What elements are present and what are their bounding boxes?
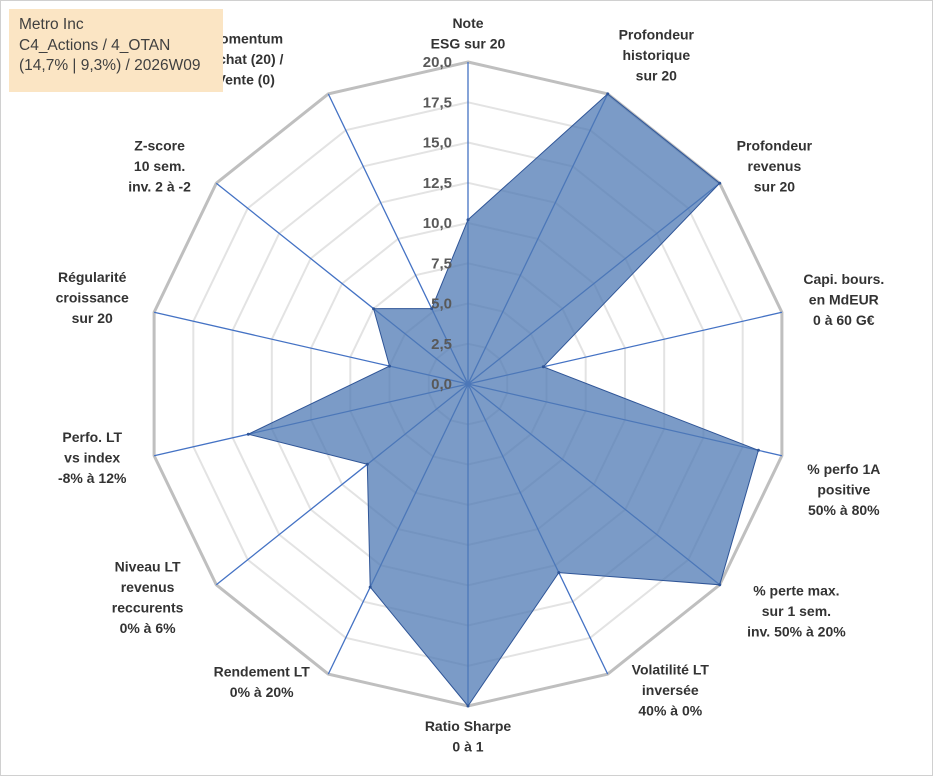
series-point xyxy=(365,462,369,466)
axis-label-line: croissance xyxy=(56,290,129,306)
series-point xyxy=(430,307,434,311)
axis-label-line: 40% à 0% xyxy=(638,703,702,719)
axis-label-line: 50% à 80% xyxy=(808,502,880,518)
axis-label-line: sur 1 sem. xyxy=(762,603,831,619)
performance-week-label: (14,7% | 9,3%) / 2026W09 xyxy=(19,57,201,74)
series-point xyxy=(756,448,760,452)
axis-label-line: -8% à 12% xyxy=(58,470,127,486)
axis-label-line: vs index xyxy=(64,450,120,466)
axis-label-line: Achat (20) / xyxy=(208,51,284,67)
series-point xyxy=(368,585,372,589)
axis-label-line: Volatilité LT xyxy=(632,662,710,678)
axis-label-line: historique xyxy=(622,47,690,63)
tick-label: 0,0 xyxy=(431,376,452,393)
tick-label: 17,5 xyxy=(423,94,452,111)
axis-label-line: 0% à 6% xyxy=(120,620,177,636)
company-name: Metro Inc xyxy=(19,16,84,33)
series-point xyxy=(372,307,376,311)
axis-label: Note ESG sur 20 xyxy=(431,15,506,52)
axis-label-line: 10 sem. xyxy=(134,158,185,174)
axis-label-line: sur 20 xyxy=(72,310,113,326)
tick-label: 12,5 xyxy=(423,175,452,192)
axis-label: Momentum Achat (20) / Vente (0) xyxy=(208,31,284,88)
axis-label: Rendement LT 0% à 20% xyxy=(214,664,311,701)
axis-label-line: % perfo 1A xyxy=(807,461,880,477)
axis-label: % perfo 1A positive 50% à 80% xyxy=(807,461,880,518)
axis-label-line: Ratio Sharpe xyxy=(425,718,512,734)
axis-label-line: Capi. bours. xyxy=(803,271,884,287)
portfolio-label: C4_Actions / 4_OTAN xyxy=(19,36,171,54)
axis-label: % perte max. sur 1 sem. inv. 50% à 20% xyxy=(747,583,846,640)
axis-label-line: Vente (0) xyxy=(217,72,275,88)
axis-label: Volatilité LT inversée 40% à 0% xyxy=(632,662,710,719)
series-point xyxy=(557,571,561,575)
axis-label: Capi. bours. en MdEUR 0 à 60 G€ xyxy=(803,271,884,328)
axis-label-line: Régularité xyxy=(58,269,127,285)
axis-label-line: Profondeur xyxy=(737,138,813,154)
series-point xyxy=(541,365,545,369)
series-point xyxy=(466,218,470,222)
tick-label: 10,0 xyxy=(423,215,452,232)
series-point xyxy=(606,92,610,96)
series-point xyxy=(718,583,722,587)
axis-label-line: inv. 2 à -2 xyxy=(128,179,191,195)
axis-label-line: % perte max. xyxy=(753,583,839,599)
axis-label-line: positive xyxy=(817,482,870,498)
axis-label-line: Perfo. LT xyxy=(62,429,122,445)
axis-label-line: inversée xyxy=(642,682,699,698)
series-point xyxy=(718,181,722,185)
axis-label-line: Niveau LT xyxy=(115,559,181,575)
series-point xyxy=(466,704,470,708)
tick-label: 15,0 xyxy=(423,135,452,152)
axis-label: Régularité croissance sur 20 xyxy=(56,269,129,326)
axis-label-line: 0 à 1 xyxy=(452,739,483,755)
axis-label-line: Z-score xyxy=(134,138,185,154)
axis-label-line: revenus xyxy=(121,579,175,595)
chart-title-box: Metro Inc C4_Actions / 4_OTAN (14,7% | 9… xyxy=(9,9,223,92)
axis-label: Profondeur revenus sur 20 xyxy=(737,138,813,195)
axis-label: Niveau LT revenus reccurents 0% à 6% xyxy=(112,559,184,637)
axis-label: Z-score 10 sem. inv. 2 à -2 xyxy=(128,138,191,195)
axis-label: Profondeur historique sur 20 xyxy=(619,27,695,84)
axis-label-line: ESG sur 20 xyxy=(431,36,506,52)
axis-label-line: sur 20 xyxy=(636,68,677,84)
tick-label: 2,5 xyxy=(431,336,452,353)
tick-label: 5,0 xyxy=(431,296,452,313)
axis-label-line: Note xyxy=(452,15,483,31)
radar-tick-labels: 0,0 2,5 5,0 7,5 10,0 12,5 15,0 17,5 20,0 xyxy=(423,54,452,393)
series-point xyxy=(246,432,250,436)
axis-label-line: inv. 50% à 20% xyxy=(747,624,846,640)
tick-label: 7,5 xyxy=(431,255,452,272)
axis-label-line: 0% à 20% xyxy=(230,684,294,700)
axis-label-line: Profondeur xyxy=(619,27,695,43)
axis-label: Perfo. LT vs index -8% à 12% xyxy=(58,429,127,486)
radar-axis-labels: Note ESG sur 20 Profondeur historique sur 20… xyxy=(56,15,885,755)
axis-label-line: reccurents xyxy=(112,600,184,616)
axis-label-line: Rendement LT xyxy=(214,664,311,680)
axis-label-line: en MdEUR xyxy=(809,292,879,308)
axis-label-line: sur 20 xyxy=(754,179,795,195)
tick-label: 20,0 xyxy=(423,54,452,71)
axis-label-line: 0 à 60 G€ xyxy=(813,312,875,328)
series-point xyxy=(388,364,391,368)
radar-series xyxy=(246,92,760,708)
axis-label-line: Momentum xyxy=(208,31,283,47)
axis-label-line: revenus xyxy=(748,158,802,174)
axis-label: Ratio Sharpe 0 à 1 xyxy=(425,718,512,755)
